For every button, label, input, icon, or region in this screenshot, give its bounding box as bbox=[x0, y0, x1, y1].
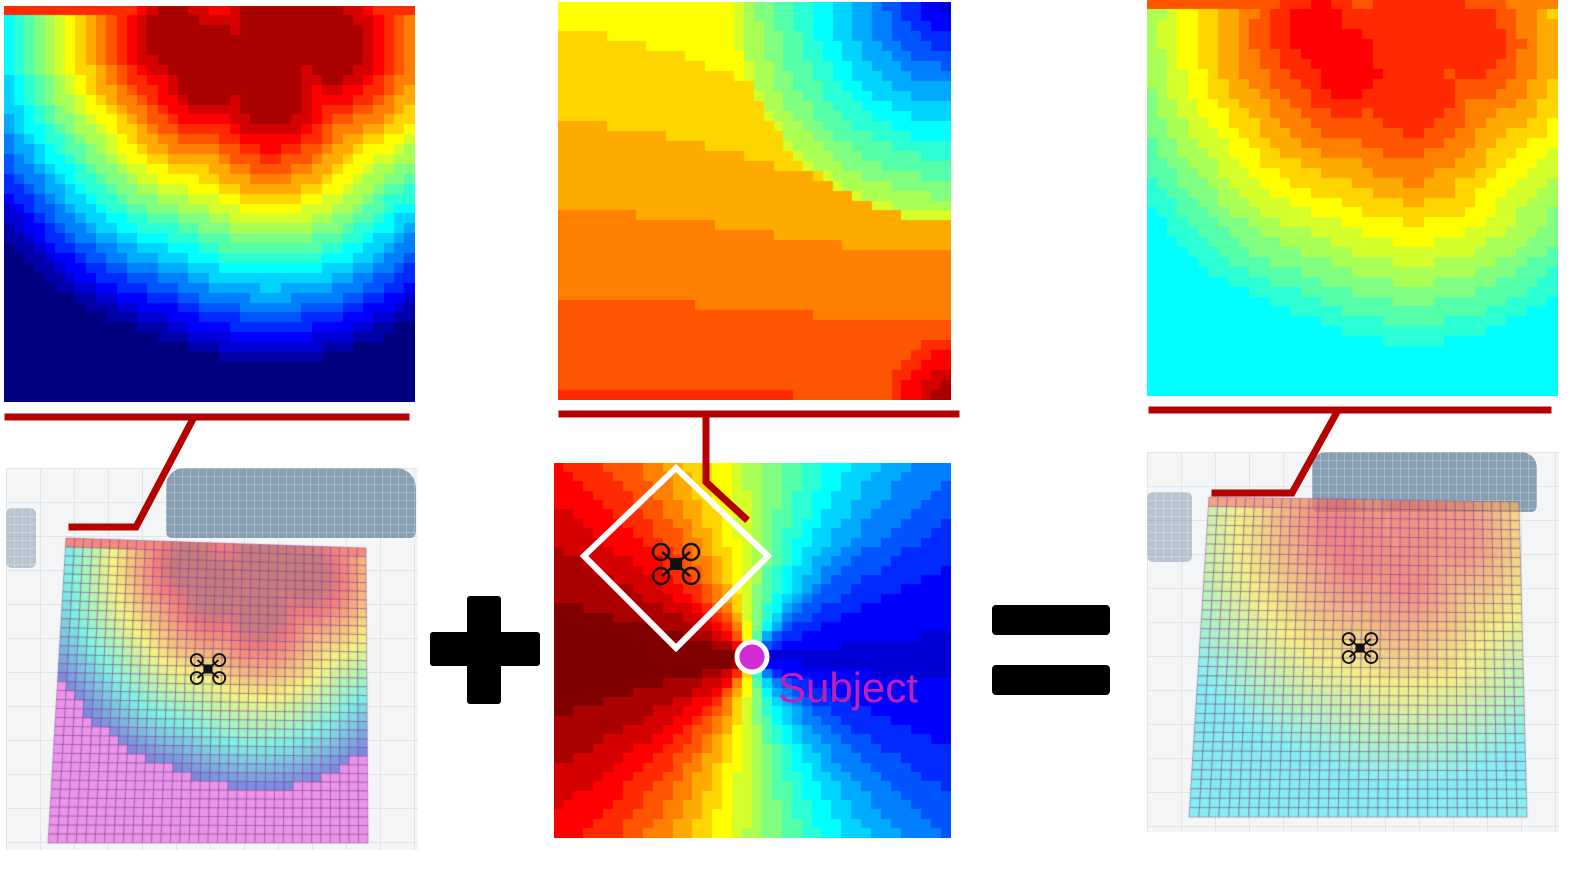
subject-label: Subject bbox=[778, 664, 919, 711]
combined-grid-canvas bbox=[1147, 452, 1559, 832]
viewpoint-angle-canvas bbox=[554, 463, 951, 838]
viewpoint-angle-view bbox=[554, 463, 951, 838]
obstacle-cost-canvas bbox=[4, 6, 415, 402]
obstacle-scene-view bbox=[6, 468, 418, 850]
viewpoint-cost-heatmap bbox=[558, 2, 951, 400]
equals-bottom-bar bbox=[992, 665, 1110, 695]
combined-cost-heatmap bbox=[1147, 0, 1558, 396]
obstacle-grid-canvas bbox=[6, 468, 418, 850]
plus-vertical-bar bbox=[467, 596, 501, 704]
obstacle-cost-heatmap bbox=[4, 6, 415, 402]
combined-cost-canvas bbox=[1147, 0, 1558, 396]
viewpoint-cost-canvas bbox=[558, 2, 951, 400]
combined-scene-view bbox=[1147, 452, 1559, 832]
equals-top-bar bbox=[992, 605, 1110, 635]
